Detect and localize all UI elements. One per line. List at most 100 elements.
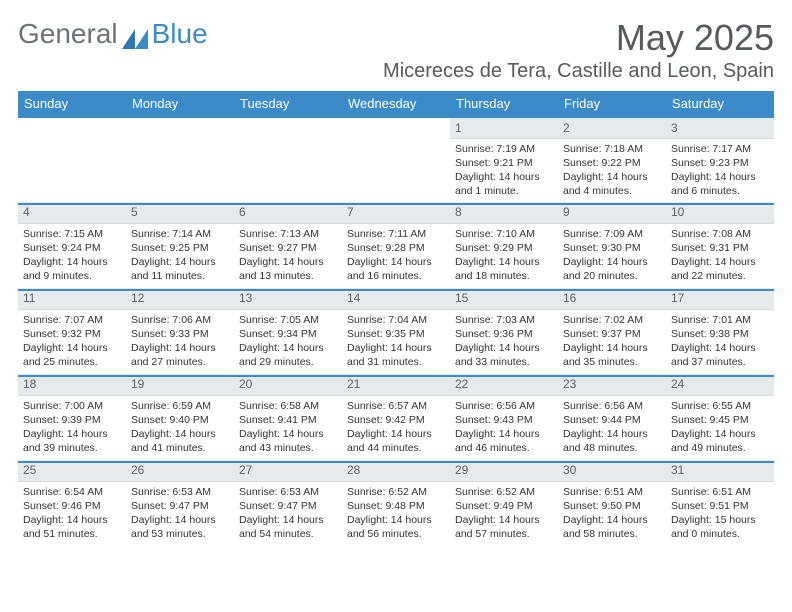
day-number: 5: [126, 202, 234, 223]
sunset-text: Sunset: 9:27 PM: [239, 241, 337, 255]
sunset-text: Sunset: 9:34 PM: [239, 327, 337, 341]
calendar-header-row: SundayMondayTuesdayWednesdayThursdayFrid…: [18, 91, 774, 117]
calendar-week-row: 18Sunrise: 7:00 AMSunset: 9:39 PMDayligh…: [18, 376, 774, 462]
daylight-text: Daylight: 14 hours and 13 minutes.: [239, 255, 337, 283]
calendar-cell: 21Sunrise: 6:57 AMSunset: 9:42 PMDayligh…: [342, 376, 450, 462]
brand-part1: General: [18, 18, 118, 50]
day-number: 7: [342, 202, 450, 223]
calendar-cell: 17 Sunrise: 7:01 AMSunset: 9:38 PMDayligh…: [666, 290, 774, 376]
calendar-cell: 15Sunrise: 7:03 AMSunset: 9:36 PMDayligh…: [450, 290, 558, 376]
sunset-text: Sunset: 9:28 PM: [347, 241, 445, 255]
sunrise-text: Sunrise: 7:14 AM: [131, 227, 229, 241]
sunset-text: Sunset: 9:41 PM: [239, 413, 337, 427]
day-number: 3: [666, 118, 774, 139]
sunset-text: Sunset: 9:47 PM: [131, 499, 229, 513]
daylight-text: Daylight: 14 hours and 57 minutes.: [455, 513, 553, 541]
sunset-text: Sunset: 9:44 PM: [563, 413, 661, 427]
daylight-text: Daylight: 14 hours and 54 minutes.: [239, 513, 337, 541]
calendar-cell: 19Sunrise: 6:59 AMSunset: 9:40 PMDayligh…: [126, 376, 234, 462]
sunset-text: Sunset: 9:49 PM: [455, 499, 553, 513]
sunset-text: Sunset: 9:29 PM: [455, 241, 553, 255]
daylight-text: Daylight: 14 hours and 22 minutes.: [671, 255, 769, 283]
sunset-text: Sunset: 9:46 PM: [23, 499, 121, 513]
daylight-text: Daylight: 14 hours and 20 minutes.: [563, 255, 661, 283]
daylight-text: Daylight: 14 hours and 39 minutes.: [23, 427, 121, 455]
day-number: 17: [666, 288, 774, 309]
sunrise-text: Sunrise: 7:07 AM: [23, 313, 121, 327]
weekday-header: Thursday: [450, 91, 558, 117]
calendar-cell: 16Sunrise: 7:02 AMSunset: 9:37 PMDayligh…: [558, 290, 666, 376]
daylight-text: Daylight: 14 hours and 29 minutes.: [239, 341, 337, 369]
sunrise-text: Sunrise: 7:10 AM: [455, 227, 553, 241]
sunrise-text: Sunrise: 6:57 AM: [347, 399, 445, 413]
brand-logo: General Blue: [18, 18, 208, 50]
day-number: 1: [450, 118, 558, 139]
daylight-text: Daylight: 14 hours and 6 minutes.: [671, 170, 769, 198]
title-block: May 2025 Micereces de Tera, Castille and…: [383, 18, 774, 83]
day-number: 31: [666, 460, 774, 481]
day-number: 10: [666, 202, 774, 223]
sunset-text: Sunset: 9:37 PM: [563, 327, 661, 341]
sunset-text: Sunset: 9:51 PM: [671, 499, 769, 513]
sunset-text: Sunset: 9:22 PM: [563, 156, 661, 170]
brand-part2: Blue: [152, 18, 208, 50]
sunrise-text: Sunrise: 6:52 AM: [347, 485, 445, 499]
weekday-header: Saturday: [666, 91, 774, 117]
sunrise-text: Sunrise: 7:00 AM: [23, 399, 121, 413]
day-number: 4: [18, 202, 126, 223]
location-subtitle: Micereces de Tera, Castille and Leon, Sp…: [383, 60, 774, 83]
daylight-text: Daylight: 14 hours and 4 minutes.: [563, 170, 661, 198]
calendar-cell: 20Sunrise: 6:58 AMSunset: 9:41 PMDayligh…: [234, 376, 342, 462]
calendar-cell: 10Sunrise: 7:08 AMSunset: 9:31 PMDayligh…: [666, 204, 774, 290]
calendar-week-row: 4Sunrise: 7:15 AMSunset: 9:24 PMDaylight…: [18, 204, 774, 290]
calendar-cell: 6Sunrise: 7:13 AMSunset: 9:27 PMDaylight…: [234, 204, 342, 290]
calendar-cell: 18Sunrise: 7:00 AMSunset: 9:39 PMDayligh…: [18, 376, 126, 462]
day-number: 30: [558, 460, 666, 481]
calendar-cell: 3Sunrise: 7:17 AMSunset: 9:23 PMDaylight…: [666, 117, 774, 205]
sunrise-text: Sunrise: 6:56 AM: [455, 399, 553, 413]
day-number: 14: [342, 288, 450, 309]
weekday-header: Tuesday: [234, 91, 342, 117]
header: General Blue May 2025 Micereces de Tera,…: [18, 18, 774, 83]
calendar-page: General Blue May 2025 Micereces de Tera,…: [0, 0, 792, 612]
sunrise-text: Sunrise: 7:02 AM: [563, 313, 661, 327]
calendar-table: SundayMondayTuesdayWednesdayThursdayFrid…: [18, 91, 774, 549]
sunrise-text: Sunrise: 7:11 AM: [347, 227, 445, 241]
calendar-cell: 9Sunrise: 7:09 AMSunset: 9:30 PMDaylight…: [558, 204, 666, 290]
day-number: 16: [558, 288, 666, 309]
daylight-text: Daylight: 14 hours and 37 minutes.: [671, 341, 769, 369]
sunrise-text: Sunrise: 6:53 AM: [131, 485, 229, 499]
calendar-cell: 2Sunrise: 7:18 AMSunset: 9:22 PMDaylight…: [558, 117, 666, 205]
sunrise-text: Sunrise: 7:01 AM: [671, 313, 769, 327]
day-number: 27: [234, 460, 342, 481]
daylight-text: Daylight: 14 hours and 46 minutes.: [455, 427, 553, 455]
page-title: May 2025: [383, 18, 774, 58]
sunrise-text: Sunrise: 7:06 AM: [131, 313, 229, 327]
day-number: 25: [18, 460, 126, 481]
daylight-text: Daylight: 14 hours and 31 minutes.: [347, 341, 445, 369]
sunset-text: Sunset: 9:25 PM: [131, 241, 229, 255]
day-number: 8: [450, 202, 558, 223]
daylight-text: Daylight: 14 hours and 18 minutes.: [455, 255, 553, 283]
sunset-text: Sunset: 9:24 PM: [23, 241, 121, 255]
sunset-text: Sunset: 9:47 PM: [239, 499, 337, 513]
calendar-cell: 11Sunrise: 7:07 AMSunset: 9:32 PMDayligh…: [18, 290, 126, 376]
daylight-text: Daylight: 14 hours and 44 minutes.: [347, 427, 445, 455]
sunrise-text: Sunrise: 6:53 AM: [239, 485, 337, 499]
sunrise-text: Sunrise: 6:56 AM: [563, 399, 661, 413]
daylight-text: Daylight: 14 hours and 33 minutes.: [455, 341, 553, 369]
calendar-cell: 14Sunrise: 7:04 AMSunset: 9:35 PMDayligh…: [342, 290, 450, 376]
day-number: 22: [450, 374, 558, 395]
day-number: 13: [234, 288, 342, 309]
sunset-text: Sunset: 9:38 PM: [671, 327, 769, 341]
day-number: 19: [126, 374, 234, 395]
sunrise-text: Sunrise: 6:51 AM: [563, 485, 661, 499]
calendar-cell: 7Sunrise: 7:11 AMSunset: 9:28 PMDaylight…: [342, 204, 450, 290]
sunrise-text: Sunrise: 7:18 AM: [563, 142, 661, 156]
day-number: 6: [234, 202, 342, 223]
daylight-text: Daylight: 14 hours and 43 minutes.: [239, 427, 337, 455]
sunset-text: Sunset: 9:40 PM: [131, 413, 229, 427]
sunset-text: Sunset: 9:32 PM: [23, 327, 121, 341]
day-number: 18: [18, 374, 126, 395]
logo-triangle-icon: [122, 24, 148, 44]
